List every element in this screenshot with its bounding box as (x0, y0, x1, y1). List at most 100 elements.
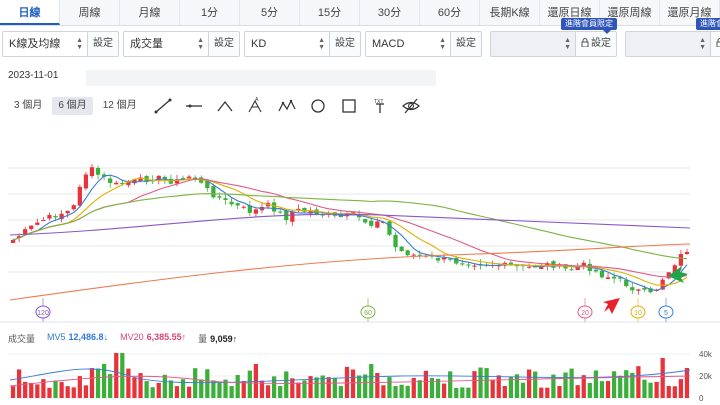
volume-bar (186, 386, 192, 398)
volume-bar (271, 376, 277, 398)
tab-8[interactable]: 長期K線 (480, 0, 540, 25)
ma-marker-120[interactable]: 120 (35, 298, 51, 322)
volume-bar (211, 380, 216, 398)
candle-body (648, 288, 653, 293)
tab-6[interactable]: 30分 (360, 0, 420, 25)
ma-marker-label: 60 (364, 310, 372, 317)
tab-9[interactable]: 還原日線 (540, 0, 600, 25)
ma-marker-60[interactable]: 60 (360, 298, 376, 322)
candle-body (53, 216, 58, 218)
ma5-line (12, 174, 688, 291)
volume-bar (326, 377, 331, 398)
volume-bar (77, 376, 82, 398)
ma-marker-5[interactable]: 5 (658, 298, 674, 322)
premium-badge: 進階會員限定 (561, 18, 617, 34)
ma-marker-20[interactable]: 20 (577, 298, 593, 322)
ma-marker-10[interactable]: 10 (630, 298, 646, 322)
indicator-select-0[interactable]: K線及均線 ▲ ▼ (2, 31, 88, 57)
indicator-settings-button-1[interactable]: 設定 (209, 31, 240, 57)
indicator-settings-button-0[interactable]: 設定 (88, 31, 119, 57)
range-button-2[interactable]: 12 個月 (102, 100, 137, 111)
settings-label: 設定 (591, 38, 611, 49)
candle-body (16, 236, 22, 239)
volume-bar (150, 387, 155, 398)
volume-bar (605, 381, 611, 398)
candle-body (229, 201, 234, 205)
tab-7[interactable]: 60分 (420, 0, 480, 25)
indicator-settings-button-2[interactable]: 設定 (330, 31, 361, 57)
date-row: 2023-11-01 (8, 70, 436, 86)
volume-bar (168, 380, 174, 398)
indicator-select-value: 成交量 (130, 38, 163, 50)
tab-0[interactable]: 日線 (0, 0, 60, 25)
range-button-1[interactable]: 6 個月 (52, 97, 93, 115)
candle-body (454, 257, 459, 264)
volume-bar (654, 381, 659, 398)
text-tool-icon[interactable]: TXT (369, 97, 391, 115)
volume-bar (332, 377, 337, 398)
red-arrow-icon (603, 298, 620, 314)
volume-bar (16, 369, 22, 398)
wave-tool-icon[interactable] (276, 97, 298, 115)
kline-chart[interactable]: 120 60 20 10 5 40k 20k 0 (0, 140, 720, 405)
volume-bar (630, 372, 635, 398)
indicator-group-1: 成交量 ▲ ▼ 設定 (123, 31, 240, 57)
volume-bar (59, 382, 64, 398)
volume-bar (356, 375, 362, 398)
mv20-value: 6,385.55↑ (146, 332, 187, 342)
volume-bar (405, 385, 410, 398)
volume-bar (417, 380, 422, 398)
volume-bar (205, 369, 210, 398)
candle-body (672, 265, 677, 273)
candle-body (448, 258, 453, 260)
volume-bar (223, 379, 228, 398)
fibonacci-tool-icon[interactable]: A (245, 97, 267, 115)
line-tool-icon[interactable] (152, 97, 174, 115)
indicator-select-3[interactable]: MACD ▲ ▼ (365, 31, 451, 57)
ma-marker-circle (630, 305, 646, 319)
volume-bar (217, 382, 222, 398)
svg-text:TXT: TXT (374, 99, 383, 105)
indicator-settings-button-3[interactable]: 設定 (451, 31, 482, 57)
candle-body (247, 205, 252, 213)
tab-1[interactable]: 周線 (60, 0, 120, 25)
rectangle-tool-icon[interactable] (338, 97, 360, 115)
horizontal-line-tool-icon[interactable] (183, 97, 205, 115)
indicator-select-4[interactable]: ▲ ▼ (490, 31, 576, 57)
indicator-select-2[interactable]: KD ▲ ▼ (244, 31, 330, 57)
volume-bar (108, 374, 113, 398)
tab-5[interactable]: 15分 (300, 0, 360, 25)
tab-3[interactable]: 1分 (180, 0, 240, 25)
volume-bar (259, 380, 265, 398)
volume-bar (308, 376, 313, 398)
volume-bar (83, 385, 89, 398)
indicator-select-value: K線及均線 (9, 38, 61, 50)
candle-body (83, 174, 89, 189)
volume-bar (648, 382, 653, 398)
volume-bar (247, 370, 252, 398)
candle-body (363, 218, 368, 223)
indicator-select-1[interactable]: 成交量 ▲ ▼ (123, 31, 209, 57)
indicator-select-5[interactable]: ▲ ▼ (625, 31, 711, 57)
volume-bar (290, 378, 295, 398)
angle-tool-icon[interactable] (214, 97, 236, 115)
hide-drawings-icon[interactable] (400, 97, 422, 115)
volume-bar (441, 383, 447, 398)
range-button-0[interactable]: 3 個月 (14, 100, 43, 111)
indicator-settings-button-4[interactable]: 設定 (576, 31, 617, 57)
circle-tool-icon[interactable] (307, 97, 329, 115)
tab-10[interactable]: 還原周線 (600, 0, 660, 25)
candle-body (223, 198, 228, 200)
svg-text:A: A (255, 97, 259, 103)
volume-bar (23, 381, 28, 398)
indicator-settings-button-5[interactable]: 設定 (711, 31, 720, 57)
ma-marker-circle (35, 305, 51, 319)
indicator-select-value: MACD (372, 38, 405, 50)
select-arrows-icon: ▲ ▼ (564, 37, 571, 51)
candle-body (581, 262, 586, 266)
candle-body (180, 178, 186, 180)
tab-4[interactable]: 5分 (240, 0, 300, 25)
tab-2[interactable]: 月線 (120, 0, 180, 25)
volume-bar (508, 376, 514, 398)
